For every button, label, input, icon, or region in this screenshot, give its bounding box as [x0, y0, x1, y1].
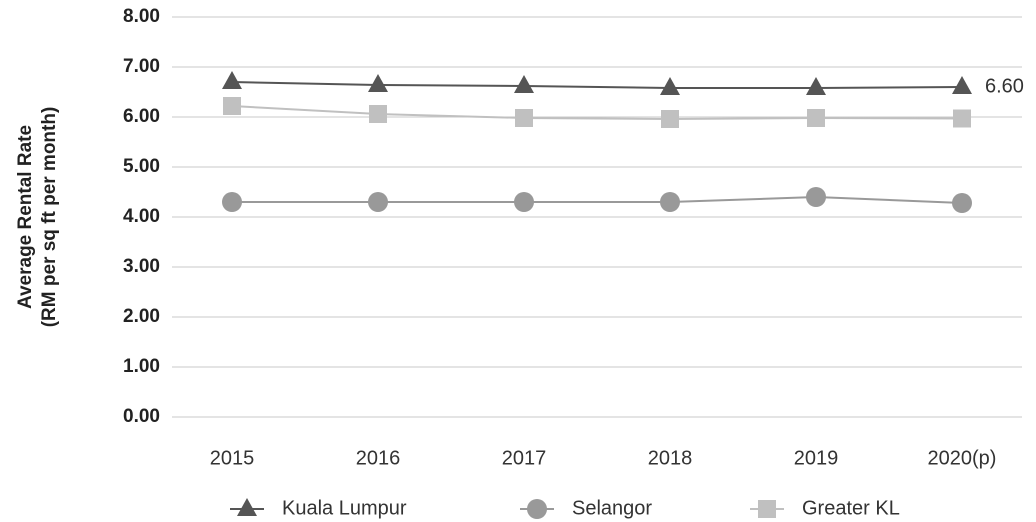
y-tick-label: 8.00: [123, 6, 160, 27]
legend-marker: [527, 499, 547, 519]
data-point: [222, 192, 242, 212]
data-point: [222, 71, 242, 89]
data-point: [223, 97, 241, 115]
data-point: [660, 192, 680, 212]
series-line: [232, 195, 963, 204]
x-tick-label: 2015: [210, 447, 255, 469]
y-tick-label: 2.00: [123, 306, 160, 327]
y-tick-label: 1.00: [123, 356, 160, 377]
y-tick-label: 5.00: [123, 156, 160, 177]
y-tick-label: 7.00: [123, 56, 160, 77]
x-tick-label: 2018: [648, 447, 693, 469]
y-tick-label: 4.00: [123, 206, 160, 227]
x-tick-label: 2016: [356, 447, 401, 469]
data-point: [807, 109, 825, 127]
x-tick-label: 2019: [794, 447, 839, 469]
y-tick-label: 3.00: [123, 256, 160, 277]
data-label: 6.60: [985, 75, 1024, 97]
y-axis-label: (RM per sq ft per month): [39, 107, 60, 328]
data-point: [953, 109, 971, 128]
legend-label: Greater KL: [802, 497, 900, 519]
data-point: [660, 77, 680, 95]
legend-marker: [237, 498, 257, 516]
data-point: [368, 192, 388, 212]
y-tick-label: 6.00: [123, 106, 160, 127]
data-point: [952, 76, 972, 94]
y-axis-label: Average Rental Rate: [15, 125, 36, 309]
series-line: [231, 81, 963, 89]
legend-label: Selangor: [572, 497, 652, 519]
data-point: [806, 187, 826, 207]
y-tick-label: 0.00: [123, 406, 160, 427]
data-point: [514, 75, 534, 93]
x-tick-label: 2020(p): [928, 447, 997, 469]
data-point: [515, 109, 533, 127]
data-point: [806, 77, 826, 95]
series-line: [231, 105, 963, 121]
data-point: [661, 110, 679, 128]
data-point: [369, 105, 387, 123]
data-point: [368, 74, 388, 92]
legend-label: Kuala Lumpur: [282, 497, 407, 519]
legend-marker: [758, 500, 776, 518]
x-tick-label: 2017: [502, 447, 547, 469]
data-point: [514, 192, 534, 212]
data-point: [952, 193, 972, 213]
